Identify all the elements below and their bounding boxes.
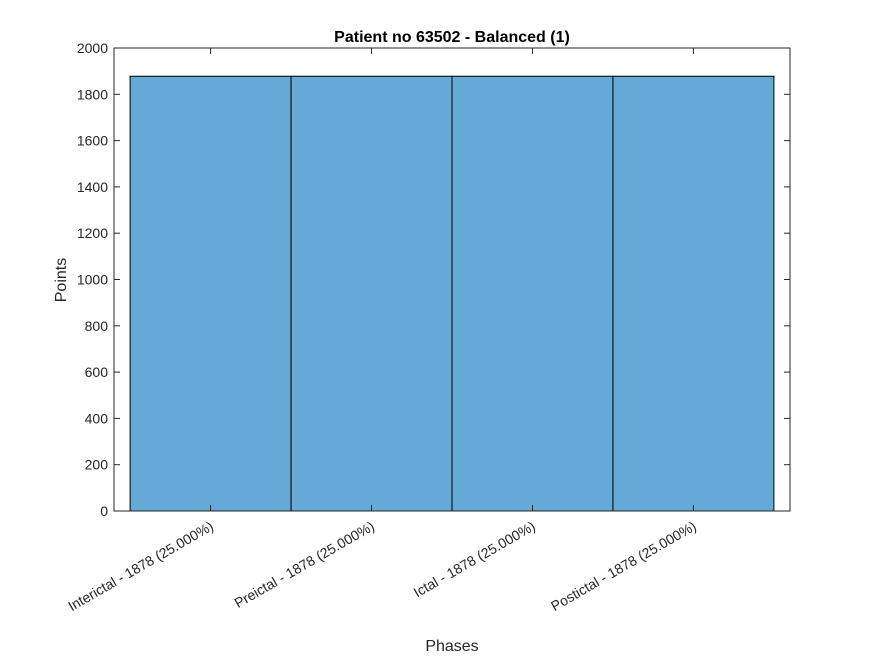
x-axis-label: Phases (425, 638, 478, 655)
y-axis-label: Points (53, 258, 70, 302)
x-tick-label: Ictal - 1878 (25.000%) (411, 518, 538, 601)
bar-0 (129, 75, 292, 512)
bar-2 (451, 75, 614, 512)
chart-title: Patient no 63502 - Balanced (1) (334, 29, 570, 46)
x-tick-label: Postictal - 1878 (25.000%) (548, 518, 699, 614)
y-tick-label: 800 (85, 318, 109, 334)
bar-1 (290, 75, 453, 512)
x-tick-label: Interictal - 1878 (25.000%) (65, 518, 216, 614)
bar-3 (612, 75, 775, 512)
y-tick-label: 1600 (77, 133, 108, 149)
y-tick-label: 1200 (77, 225, 108, 241)
y-tick-label: 1000 (77, 272, 108, 288)
y-tick-label: 0 (100, 503, 108, 519)
y-tick-label: 200 (85, 457, 109, 473)
plot-area: 0 200 400 600 800 1000 1200 1400 1600 1800 2000 Int… (65, 40, 791, 614)
y-tick-label: 1400 (77, 179, 108, 195)
y-tick-label: 1800 (77, 86, 108, 102)
y-tick-label: 400 (85, 410, 109, 426)
x-tick-label: Preictal - 1878 (25.000%) (232, 518, 377, 611)
y-tick-label: 600 (85, 364, 109, 380)
y-tick-label: 2000 (77, 40, 108, 56)
